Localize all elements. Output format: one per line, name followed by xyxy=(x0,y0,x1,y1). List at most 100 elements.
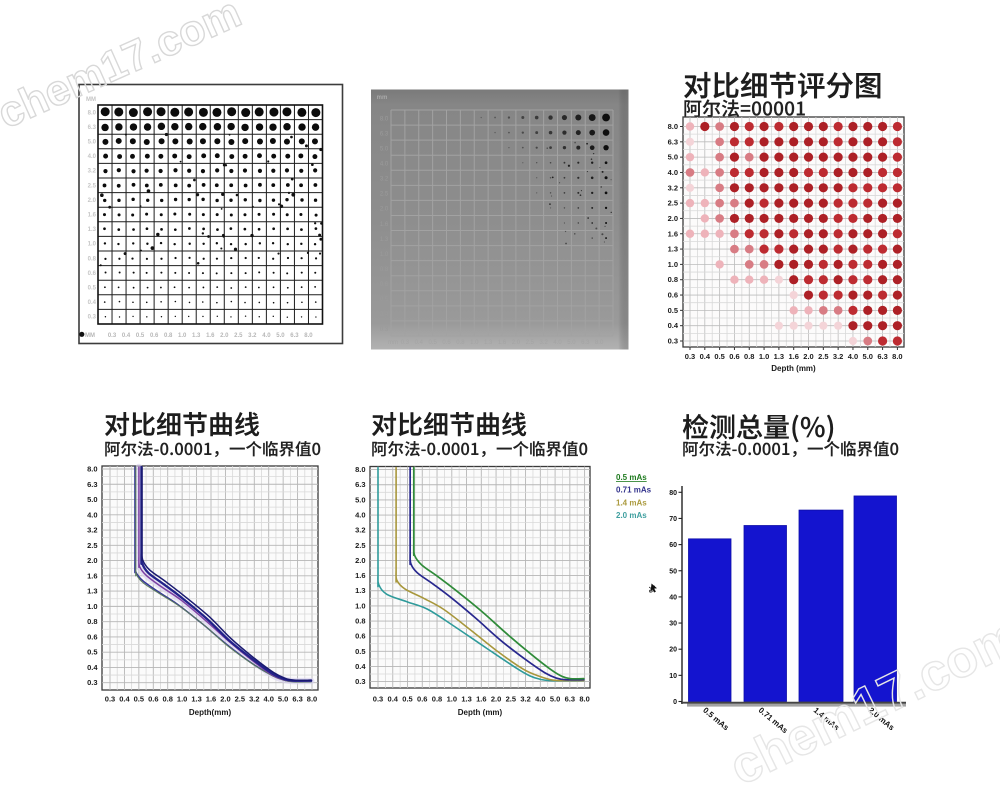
svg-text:1.6: 1.6 xyxy=(476,695,486,704)
svg-text:0.5: 0.5 xyxy=(355,647,365,656)
svg-text:0.4: 0.4 xyxy=(122,333,131,339)
svg-text:8.0: 8.0 xyxy=(380,116,389,122)
svg-text:6.3: 6.3 xyxy=(565,695,575,704)
svg-text:1.3: 1.3 xyxy=(87,587,97,596)
svg-text:6.3: 6.3 xyxy=(87,480,97,489)
svg-text:4.0: 4.0 xyxy=(380,161,389,167)
svg-text:2.0: 2.0 xyxy=(380,207,389,213)
svg-text:8.0: 8.0 xyxy=(88,110,97,116)
svg-text:1.3: 1.3 xyxy=(191,695,201,704)
svg-text:1.6: 1.6 xyxy=(206,695,216,704)
svg-text:5.0: 5.0 xyxy=(380,146,389,152)
svg-text:5.0: 5.0 xyxy=(668,153,678,162)
svg-text:0.5: 0.5 xyxy=(714,352,724,361)
svg-text:6.3: 6.3 xyxy=(380,131,389,137)
svg-text:2.0 mAs: 2.0 mAs xyxy=(616,511,647,520)
svg-text:1.3: 1.3 xyxy=(484,340,493,346)
svg-text:3.2: 3.2 xyxy=(833,352,843,361)
svg-text:4.0: 4.0 xyxy=(263,695,273,704)
svg-text:8.0: 8.0 xyxy=(87,465,97,474)
svg-text:5.0: 5.0 xyxy=(276,333,285,339)
svg-text:80: 80 xyxy=(669,490,677,497)
svg-text:1.6: 1.6 xyxy=(668,229,678,238)
svg-text:1.4 mAs: 1.4 mAs xyxy=(616,498,647,507)
svg-text:0.3: 0.3 xyxy=(88,315,97,321)
svg-text:8.0: 8.0 xyxy=(355,465,365,474)
svg-text:1.6: 1.6 xyxy=(88,213,97,219)
svg-text:4.0: 4.0 xyxy=(553,340,562,346)
svg-text:1.0: 1.0 xyxy=(87,602,97,611)
svg-text:0.3: 0.3 xyxy=(401,340,410,346)
svg-text:6.3: 6.3 xyxy=(290,333,299,339)
svg-text:0.4: 0.4 xyxy=(668,321,679,330)
svg-text:0.3: 0.3 xyxy=(355,677,365,686)
svg-text:2.0: 2.0 xyxy=(87,556,97,565)
svg-text:5.0: 5.0 xyxy=(278,695,288,704)
svg-text:1.6: 1.6 xyxy=(206,333,215,339)
svg-text:0.3: 0.3 xyxy=(108,333,117,339)
svg-text:0.6: 0.6 xyxy=(150,333,159,339)
svg-text:0.3: 0.3 xyxy=(373,695,383,704)
svg-text:60: 60 xyxy=(669,542,677,549)
svg-text:0.8: 0.8 xyxy=(164,333,173,339)
svg-text:0.8: 0.8 xyxy=(162,695,172,704)
svg-text:2.0: 2.0 xyxy=(355,556,365,565)
svg-text:0.8: 0.8 xyxy=(668,275,678,284)
svg-text:0.5: 0.5 xyxy=(668,306,678,315)
svg-text:2.0: 2.0 xyxy=(668,214,678,223)
svg-text:6.3: 6.3 xyxy=(355,480,365,489)
svg-text:0.3: 0.3 xyxy=(87,678,97,687)
svg-text:0.6: 0.6 xyxy=(729,352,739,361)
svg-text:0.5: 0.5 xyxy=(380,297,389,303)
svg-text:1.6: 1.6 xyxy=(788,352,798,361)
svg-text:30: 30 xyxy=(669,621,677,628)
svg-text:0.5 mAs: 0.5 mAs xyxy=(616,473,647,482)
svg-text:10: 10 xyxy=(669,673,677,680)
svg-text:1.3: 1.3 xyxy=(192,333,201,339)
svg-text:0: 0 xyxy=(673,699,677,706)
svg-text:0.6: 0.6 xyxy=(88,271,97,277)
svg-text:0.6: 0.6 xyxy=(442,340,451,346)
svg-text:4.0: 4.0 xyxy=(262,333,271,339)
svg-text:1.6: 1.6 xyxy=(355,571,365,580)
svg-text:3.2: 3.2 xyxy=(380,177,389,183)
svg-text:0.4: 0.4 xyxy=(119,695,130,704)
svg-text:mm: mm xyxy=(388,340,398,346)
svg-text:8.0: 8.0 xyxy=(304,333,313,339)
svg-text:5.0: 5.0 xyxy=(355,495,365,504)
svg-text:0.6: 0.6 xyxy=(148,695,158,704)
svg-text:2.0: 2.0 xyxy=(803,352,813,361)
svg-text:1.0: 1.0 xyxy=(470,340,479,346)
svg-text:1.3: 1.3 xyxy=(88,227,97,233)
svg-text:4.0: 4.0 xyxy=(88,154,97,160)
svg-text:20: 20 xyxy=(669,647,677,654)
svg-text:0.4: 0.4 xyxy=(700,352,711,361)
svg-text:5.0: 5.0 xyxy=(567,340,576,346)
svg-text:0.4: 0.4 xyxy=(87,663,98,672)
svg-text:0.5: 0.5 xyxy=(428,340,437,346)
svg-text:2.0: 2.0 xyxy=(220,333,229,339)
svg-text:1.0: 1.0 xyxy=(380,252,389,258)
svg-text:1.3: 1.3 xyxy=(461,695,471,704)
svg-text:2.5: 2.5 xyxy=(668,199,678,208)
svg-text:3.2: 3.2 xyxy=(248,333,257,339)
svg-text:0.6: 0.6 xyxy=(355,632,365,641)
svg-text:3.2: 3.2 xyxy=(539,340,548,346)
svg-text:4.0: 4.0 xyxy=(848,352,858,361)
svg-text:0.3: 0.3 xyxy=(668,337,678,346)
svg-text:Depth (mm): Depth (mm) xyxy=(458,708,503,717)
svg-text:3.2: 3.2 xyxy=(88,169,97,175)
svg-text:0.8: 0.8 xyxy=(88,256,97,262)
svg-text:2.5: 2.5 xyxy=(88,183,97,189)
svg-text:3.2: 3.2 xyxy=(668,183,678,192)
svg-text:8.0: 8.0 xyxy=(595,340,604,346)
svg-text:1.0: 1.0 xyxy=(178,333,187,339)
svg-text:1.0: 1.0 xyxy=(355,601,365,610)
svg-text:mm: mm xyxy=(377,95,388,101)
svg-text:0.3: 0.3 xyxy=(685,352,695,361)
svg-text:2.0: 2.0 xyxy=(512,340,521,346)
svg-text:6.3: 6.3 xyxy=(292,695,302,704)
svg-text:MM: MM xyxy=(85,333,95,339)
svg-text:3.2: 3.2 xyxy=(355,526,365,535)
svg-text:2.5: 2.5 xyxy=(235,695,245,704)
